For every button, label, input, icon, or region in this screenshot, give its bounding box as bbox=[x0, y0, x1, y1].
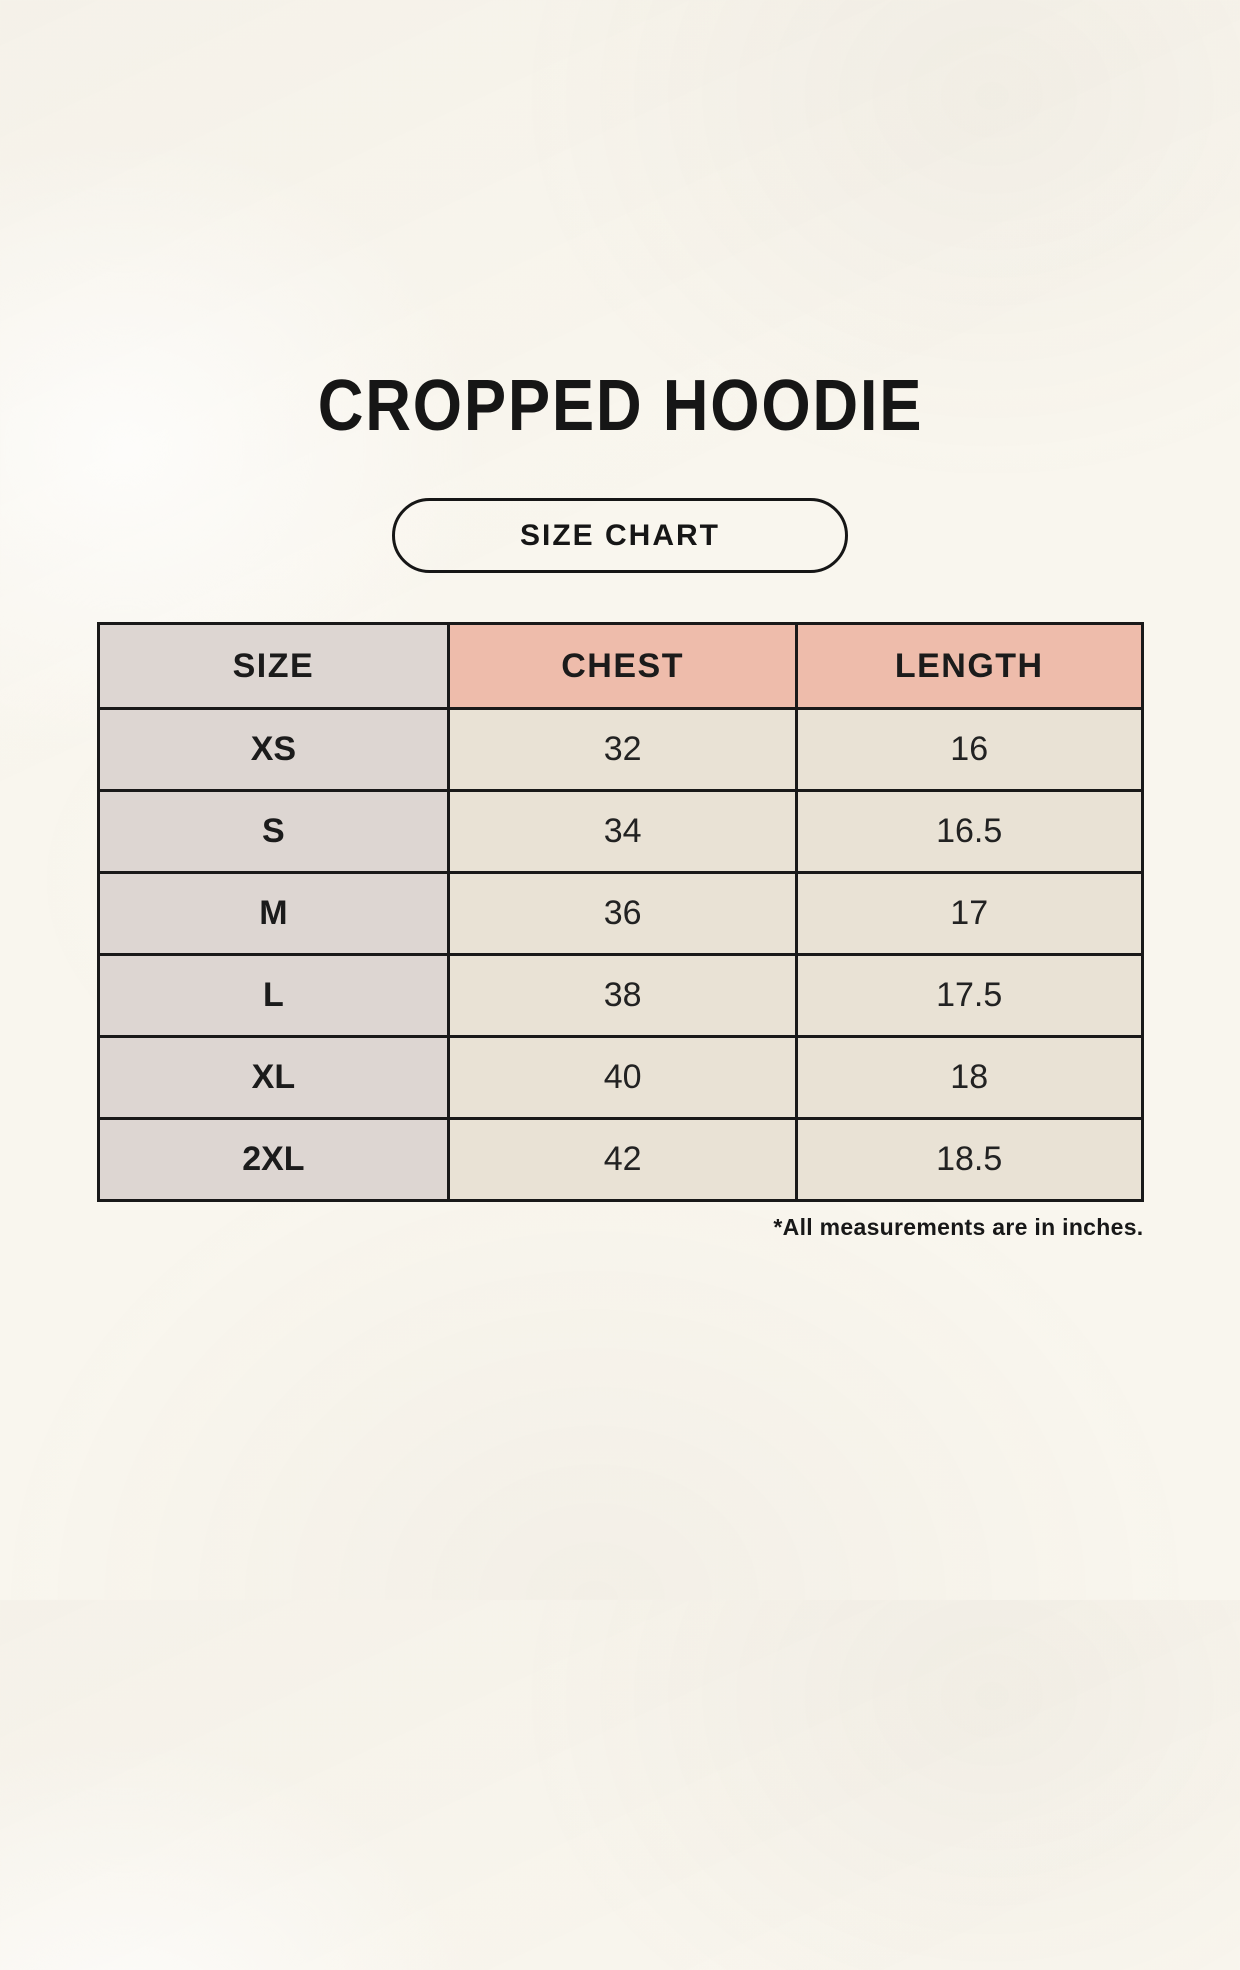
table-row: S 34 16.5 bbox=[96, 789, 1144, 874]
column-header-length: LENGTH bbox=[794, 622, 1144, 710]
chest-cell: 36 bbox=[447, 871, 798, 956]
table-row: 2XL 42 18.5 bbox=[96, 1117, 1144, 1202]
table-header-row: SIZE CHEST LENGTH bbox=[96, 622, 1144, 710]
length-cell: 16.5 bbox=[794, 789, 1144, 874]
size-cell: XS bbox=[96, 707, 451, 792]
size-cell: S bbox=[96, 789, 451, 874]
table-row: XL 40 18 bbox=[96, 1035, 1144, 1120]
length-cell: 16 bbox=[794, 707, 1144, 792]
size-cell: L bbox=[96, 953, 451, 1038]
measurement-note: *All measurements are in inches. bbox=[773, 1214, 1144, 1240]
size-cell: XL bbox=[96, 1035, 451, 1120]
product-title: CROPPED HOODIE bbox=[317, 366, 923, 446]
size-chart-content: CROPPED HOODIE SIZE CHART SIZE CHEST LEN… bbox=[96, 366, 1144, 1241]
length-cell: 18.5 bbox=[794, 1117, 1144, 1202]
size-cell: 2XL bbox=[96, 1117, 451, 1202]
size-table: SIZE CHEST LENGTH XS 32 16 S 34 16.5 M 3… bbox=[96, 622, 1144, 1202]
chest-cell: 34 bbox=[447, 789, 798, 874]
chest-cell: 40 bbox=[447, 1035, 798, 1120]
length-cell: 18 bbox=[794, 1035, 1144, 1120]
size-cell: M bbox=[96, 871, 451, 956]
table-row: XS 32 16 bbox=[96, 707, 1144, 792]
chest-cell: 38 bbox=[447, 953, 798, 1038]
chest-cell: 42 bbox=[447, 1117, 798, 1202]
column-header-chest: CHEST bbox=[447, 622, 798, 710]
length-cell: 17 bbox=[794, 871, 1144, 956]
table-row: M 36 17 bbox=[96, 871, 1144, 956]
size-chart-badge-label: SIZE CHART bbox=[520, 518, 720, 552]
table-row: L 38 17.5 bbox=[96, 953, 1144, 1038]
chest-cell: 32 bbox=[447, 707, 798, 792]
length-cell: 17.5 bbox=[794, 953, 1144, 1038]
size-chart-badge-button[interactable]: SIZE CHART bbox=[392, 498, 848, 573]
column-header-size: SIZE bbox=[96, 622, 451, 710]
